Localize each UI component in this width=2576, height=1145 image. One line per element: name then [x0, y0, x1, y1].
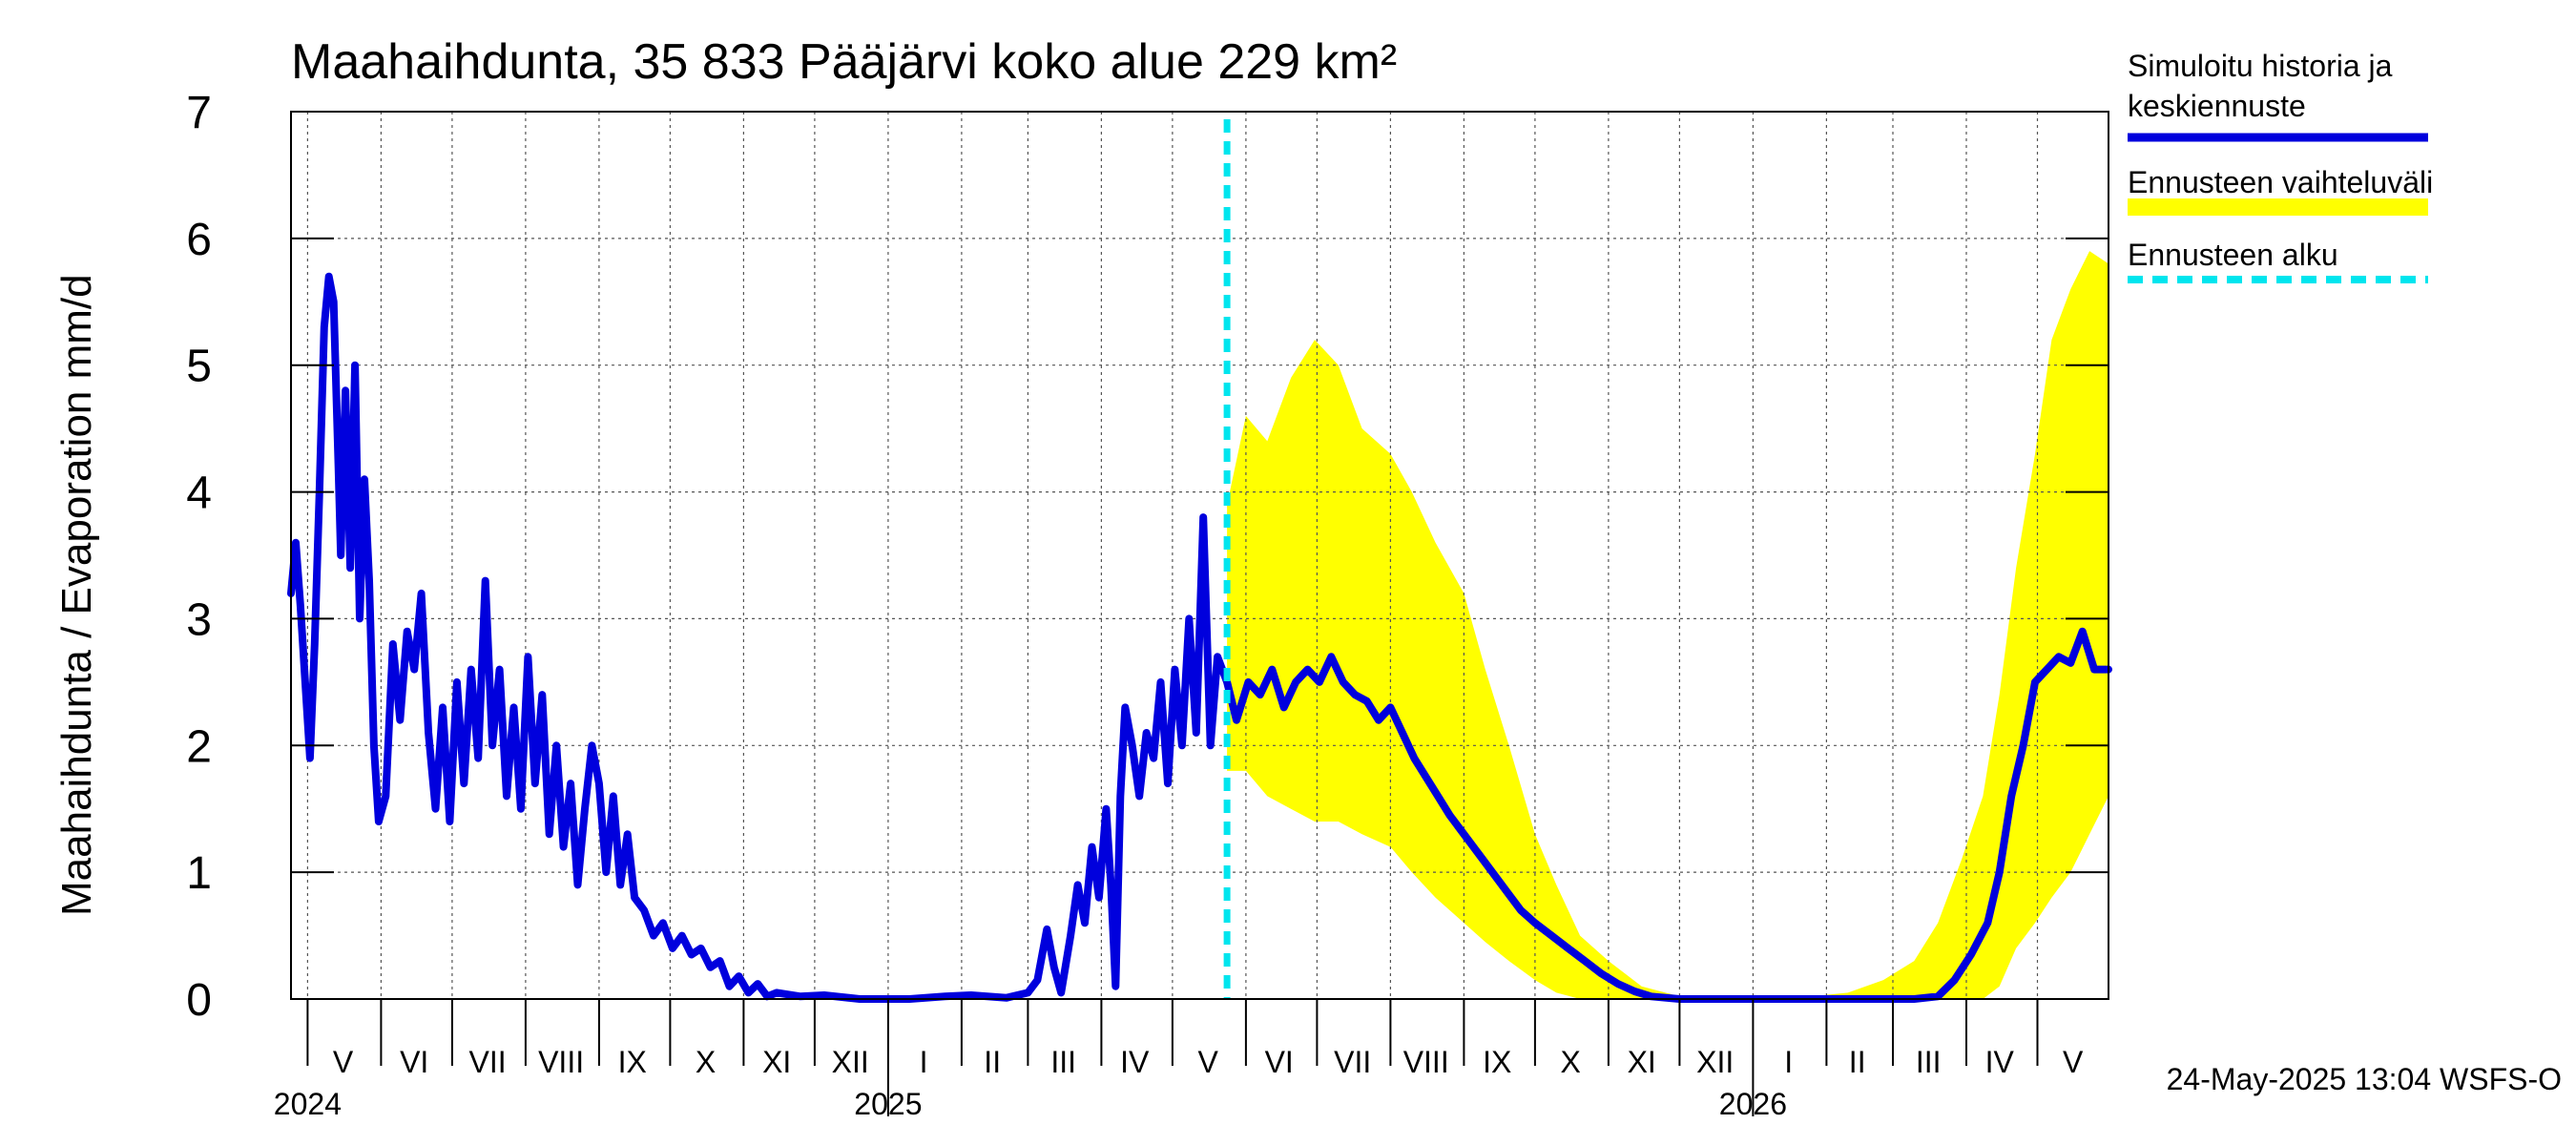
- month-label: XI: [1628, 1045, 1656, 1079]
- month-label: IV: [1120, 1045, 1150, 1079]
- legend-label: Simuloitu historia ja: [2128, 49, 2393, 83]
- legend-label: Ennusteen alku: [2128, 238, 2338, 272]
- plot-area: [287, 111, 2112, 1003]
- y-tick-label: 2: [186, 721, 212, 772]
- legend: Simuloitu historia ja keskiennuste Ennuste…: [2128, 49, 2433, 283]
- chart-title: Maahaihdunta, 35 833 Pääjärvi koko alue …: [291, 34, 1397, 90]
- month-label: IV: [1985, 1045, 2015, 1079]
- month-label: VI: [400, 1045, 428, 1079]
- y-axis: 0 1 2 3 4 5 6 7: [186, 88, 2109, 1026]
- month-label: IX: [1483, 1045, 1511, 1079]
- month-label: X: [1561, 1045, 1581, 1079]
- y-tick-label: 3: [186, 594, 212, 645]
- month-label: V: [2063, 1045, 2084, 1079]
- month-label: II: [984, 1045, 1001, 1079]
- year-label: 2026: [1719, 1087, 1787, 1121]
- y-axis-label: Maahaihdunta / Evaporation mm/d: [53, 274, 100, 916]
- y-tick-label: 7: [186, 88, 212, 138]
- month-label: V: [333, 1045, 354, 1079]
- month-label: I: [1784, 1045, 1793, 1079]
- month-label: VIII: [1403, 1045, 1449, 1079]
- month-label: IX: [618, 1045, 647, 1079]
- month-label: VIII: [538, 1045, 584, 1079]
- y-tick-label: 5: [186, 342, 212, 392]
- series-layer: [287, 272, 2112, 1003]
- y-tick-label: 6: [186, 215, 212, 265]
- legend-label: keskiennuste: [2128, 89, 2306, 123]
- y-tick-label: 4: [186, 468, 212, 519]
- month-label: X: [696, 1045, 716, 1079]
- month-label: VI: [1265, 1045, 1294, 1079]
- month-label: V: [1198, 1045, 1219, 1079]
- month-label: III: [1050, 1045, 1076, 1079]
- month-label: III: [1916, 1045, 1942, 1079]
- y-tick-label: 1: [186, 848, 212, 899]
- timestamp-footer: 24-May-2025 13:04 WSFS-O: [2167, 1062, 2562, 1096]
- month-label: XII: [832, 1045, 869, 1079]
- x-axis: V VI VII VIII IX X XI XII I II III IV V VI VII VIII IX X X…: [274, 999, 2084, 1121]
- month-label: VII: [469, 1045, 507, 1079]
- series-line-simulated: [287, 272, 2112, 1003]
- month-label: XII: [1696, 1045, 1734, 1079]
- y-tick-label: 0: [186, 975, 212, 1026]
- month-label: I: [920, 1045, 928, 1079]
- month-label: II: [1849, 1045, 1866, 1079]
- year-label: 2024: [274, 1087, 342, 1121]
- year-label: 2025: [854, 1087, 922, 1121]
- legend-label: Ennusteen vaihteluväli: [2128, 165, 2433, 199]
- month-label: VII: [1334, 1045, 1371, 1079]
- month-label: XI: [762, 1045, 791, 1079]
- plot-frame: [290, 111, 2109, 1000]
